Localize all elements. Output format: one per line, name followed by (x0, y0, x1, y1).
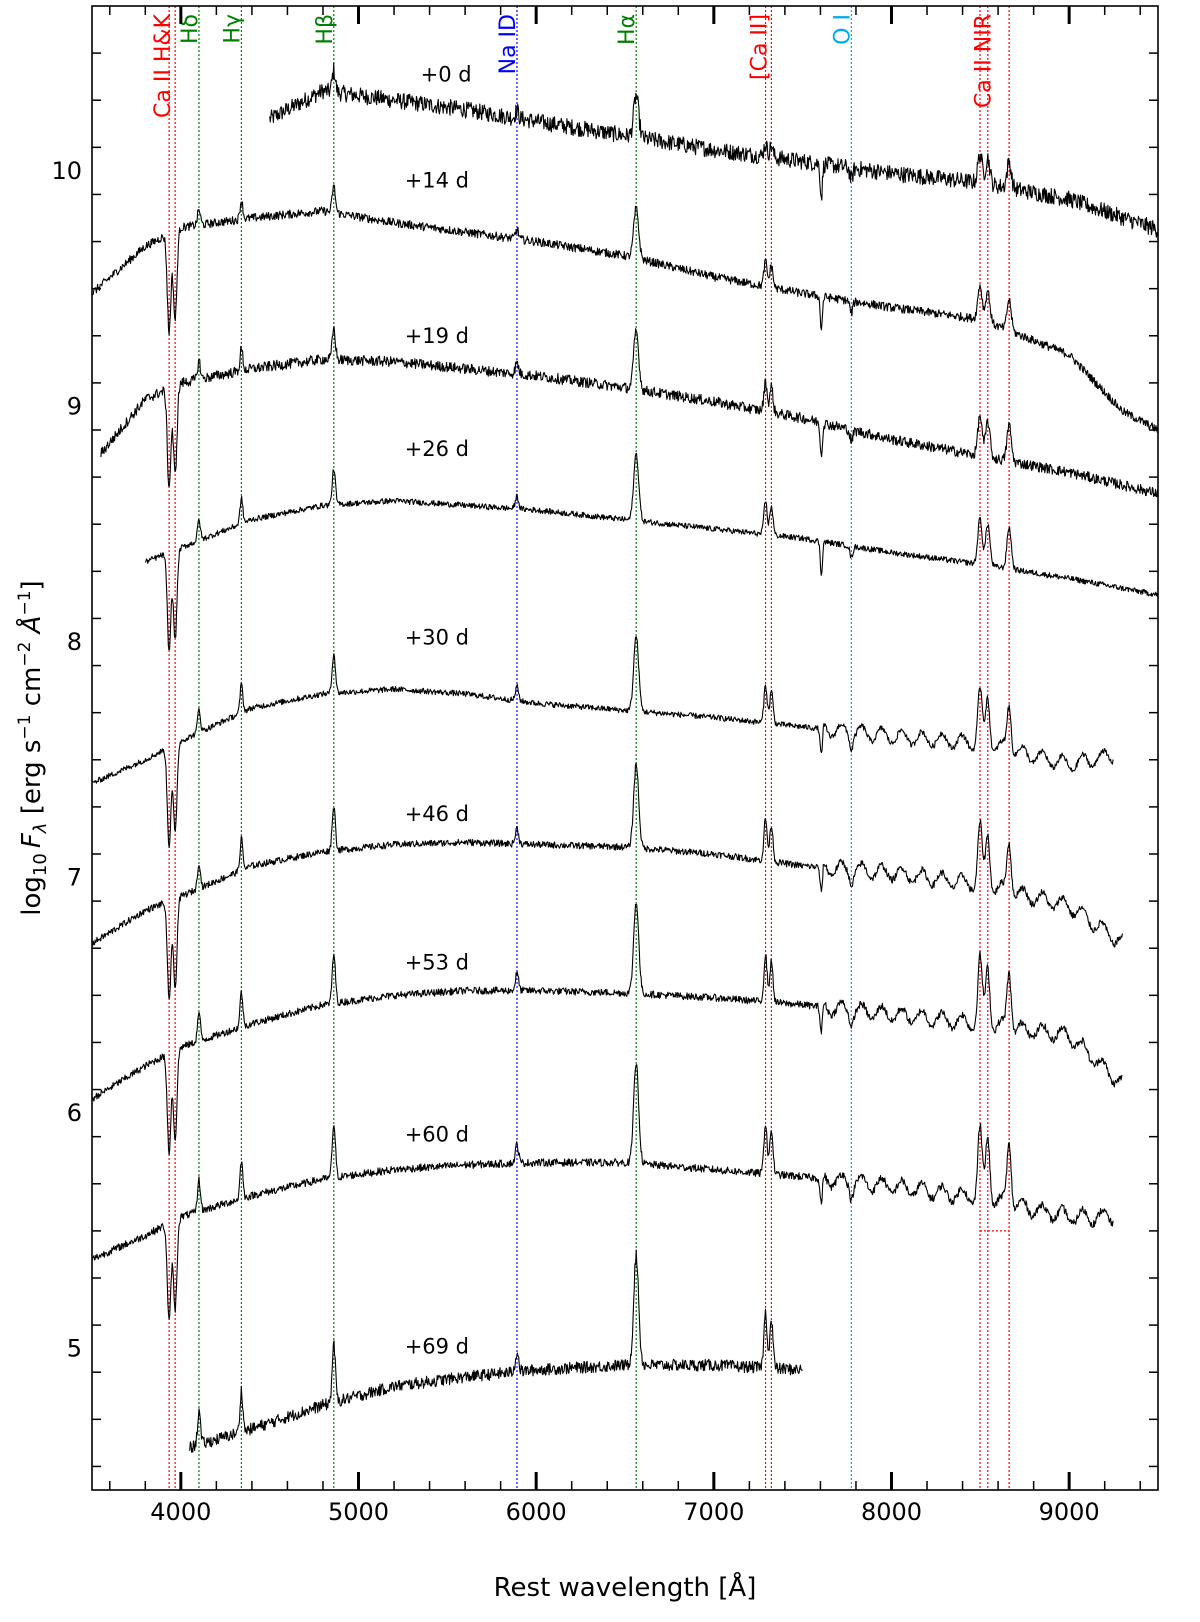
spectrum-line (100, 326, 1159, 498)
y-tick-label: 5 (67, 1335, 82, 1363)
y-title-var: F (17, 832, 47, 848)
y-title-units-close: ] (17, 580, 47, 590)
y-axis-title: log10Fλ [erg s−1 cm−2 Å−1] (15, 580, 51, 915)
y-title-units-open: [erg s (17, 740, 47, 823)
x-axis-title: Rest wavelength [Å] (494, 1571, 757, 1603)
y-tick-label: 10 (51, 157, 82, 185)
epoch-label: +30 d (405, 625, 469, 649)
line-id-label: Na ID (496, 14, 521, 74)
line-id-label: Hα (615, 14, 640, 45)
y-tick-label: 6 (67, 1099, 82, 1127)
plot-frame (91, 5, 1159, 1491)
line-id-label: Hγ (220, 14, 245, 44)
y-title-exp3: −1 (15, 590, 35, 615)
epoch-label: +60 d (405, 1122, 469, 1146)
spectrum-line (91, 1064, 1114, 1320)
spectrum-line (91, 636, 1114, 849)
spectrum-line (91, 184, 1159, 433)
y-tick-label: 8 (67, 628, 82, 656)
spectrum-line (189, 1249, 803, 1453)
y-title-prefix: log (17, 876, 47, 916)
spectrum-line (144, 452, 1159, 651)
y-title-var-sub: λ (30, 823, 51, 835)
epoch-label: +53 d (405, 950, 469, 974)
y-tick-label: 9 (67, 392, 82, 420)
epoch-label: +14 d (405, 168, 469, 192)
y-title-sub: 10 (30, 853, 51, 876)
line-id-label: O I (830, 14, 855, 45)
line-id-label: Ca II NIR (971, 14, 996, 108)
x-tick-label: 8000 (861, 1498, 922, 1526)
line-id-label: [Ca II] (747, 14, 772, 80)
x-tick-label: 9000 (1039, 1498, 1100, 1526)
spectrum-line (91, 762, 1123, 1000)
spectra-layer: +0 d +14 d +19 d +26 d +30 d +46 d +53 d +60 d +… (91, 62, 1159, 1453)
y-title-exp1: −1 (15, 715, 35, 740)
axis-ticks: 4000 5000 6000 7000 8000 9000 5 6 7 8 9 10 (51, 6, 1158, 1526)
line-id-label: Hβ (313, 14, 338, 45)
x-tick-label: 7000 (683, 1498, 744, 1526)
y-tick-label: 7 (67, 864, 82, 892)
x-tick-label: 5000 (328, 1498, 389, 1526)
y-title-exp2: −2 (15, 642, 35, 667)
line-id-label: Ca II H&K (151, 13, 176, 118)
x-tick-label: 6000 (506, 1498, 567, 1526)
axes-frame (91, 5, 1159, 1491)
epoch-label: +46 d (405, 802, 469, 826)
spectrum-line (91, 903, 1123, 1156)
epoch-label: +26 d (405, 437, 469, 461)
epoch-label: +19 d (405, 324, 469, 348)
spectrum-line (269, 62, 1159, 238)
y-title-mid1: cm (17, 667, 47, 715)
epoch-label: +69 d (405, 1334, 469, 1358)
y-title-unit-var: Å (15, 616, 47, 642)
x-tick-label: 4000 (150, 1498, 211, 1526)
epoch-label: +0 d (421, 62, 472, 86)
